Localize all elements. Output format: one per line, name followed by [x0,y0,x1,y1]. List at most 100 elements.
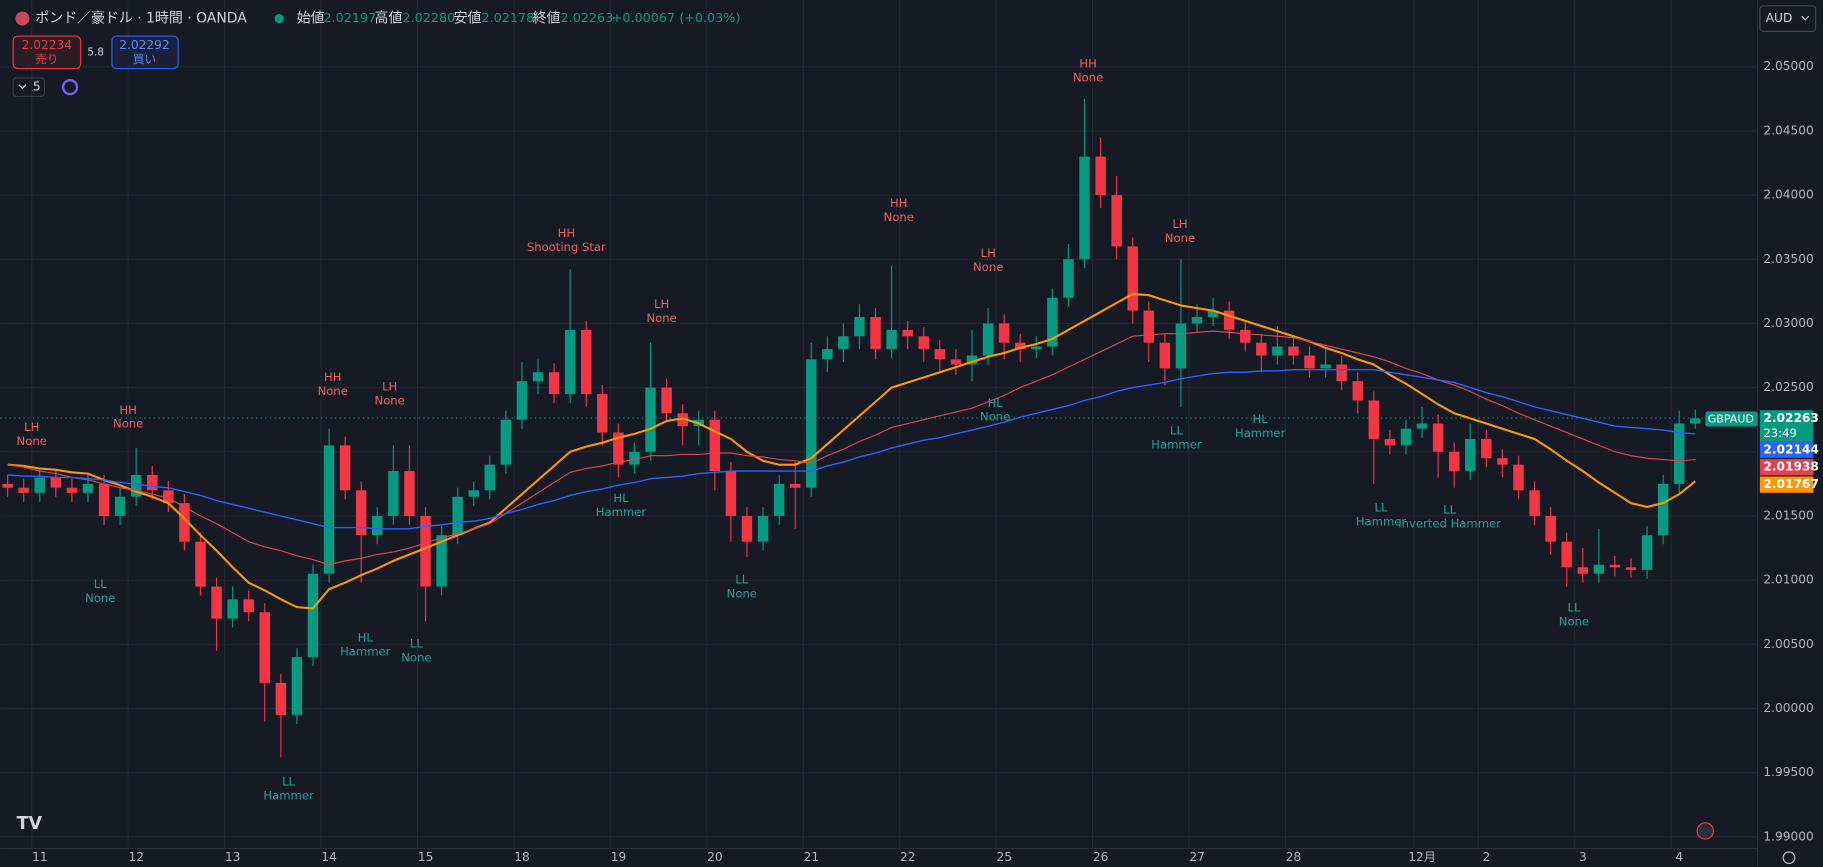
candle-body [1577,567,1589,574]
y-tick-label: 2.03000 [1763,316,1813,330]
candle-body [1175,323,1187,369]
pivot-pattern: None [884,210,914,224]
candle-body [1223,310,1235,330]
spread: 5.8 [87,46,104,58]
pivot-label: LL [1443,503,1456,517]
ohlc-value: 2.02178 [481,11,534,26]
candle-body [18,487,29,493]
pivot-label: HH [890,196,907,210]
sell-button[interactable] [12,35,82,70]
candle-body [1416,423,1428,429]
currency: AUD [1766,11,1793,25]
candle-body [98,483,110,516]
candle-body [50,477,62,488]
pivot-pattern: None [1559,614,1589,628]
flag-icon[interactable] [1696,822,1714,840]
candle-body [130,474,142,497]
settings-icon[interactable] [1782,851,1796,865]
change: +0.00067 (+0.03%) [612,11,741,26]
indicators-toggle[interactable] [12,77,46,98]
x-tick-label: 25 [996,850,1012,864]
candle-body [1641,535,1653,570]
candle-body [1690,418,1701,424]
symbol-tag [1705,411,1758,427]
chevron [18,84,27,90]
x-tick-label: 21 [804,850,820,864]
candle-body [211,586,222,619]
candle-body [1079,156,1090,260]
candle-body [1272,346,1283,356]
sell-label: 売り [35,52,58,66]
symbol-tag-text: GBPAUD [1708,413,1754,426]
candle-body [307,573,319,658]
candle-body [436,535,447,587]
currency-box[interactable] [1759,5,1817,32]
candle-body [1657,483,1669,536]
ma-line [7,368,1696,530]
pivot-label: LL [1567,600,1580,614]
candle-body [998,323,1010,343]
pivot-pattern: Hammer [263,789,314,803]
y-tick-label: 2.01500 [1763,508,1813,522]
candle-body [163,490,174,504]
candle-body [1031,346,1042,350]
symbol-title: ポンド／豪ドル · 1時間 · OANDA [35,11,247,27]
indicators-count: 5 [33,80,41,94]
candle-body [1432,423,1444,452]
candle-body [1561,541,1572,568]
candle-body [452,496,463,536]
candle-body [982,323,994,356]
ohlc-label: 高値 [375,10,403,27]
candle-body [1352,381,1363,401]
pivot-pattern: Hammer [596,505,647,519]
candle-body [1191,317,1203,324]
candle-body [2,483,13,488]
candle-body [227,599,238,619]
candle-body [372,515,383,536]
candle-body [1304,355,1315,369]
candle-body [597,394,608,433]
candle-body [1063,259,1074,298]
sell-price: 2.02234 [22,38,73,52]
pivot-label: HL [358,631,374,645]
pivot-label: HH [1079,56,1096,70]
candle-body [564,329,576,395]
candle-body [1240,329,1251,343]
candle-body [66,487,78,493]
candle-body [404,471,415,516]
candle-body [1047,297,1058,347]
footer-icons: TV [17,814,1796,865]
candle-body [966,355,978,365]
buy-button[interactable] [111,35,179,70]
tags: GBPAUD 2.02263 23:49 [1705,410,1819,442]
ohlc-label: 終値 [533,11,561,27]
candle-body [420,515,431,587]
y-tick-label: 1.99000 [1763,829,1813,843]
candle-body [902,329,913,337]
candle-body [516,381,528,420]
y-tick-label: 2.02500 [1763,380,1813,394]
indicator-icon[interactable] [61,79,79,96]
pivot-label: HH [119,403,136,417]
x-tick-label: 3 [1579,850,1587,864]
candle-body [757,515,769,542]
pivot-pattern: None [646,311,676,325]
price-tag-text: 2.02263 [1763,411,1819,425]
candle-body [1625,567,1637,570]
candle-body [806,359,817,488]
candle-body [1336,364,1347,382]
market-status[interactable] [274,13,284,24]
pivot-pattern: None [17,434,47,448]
candle-body [1481,438,1492,459]
ohlc-value: 2.02280 [402,11,455,26]
candle-body [1159,342,1171,369]
candle-body [613,432,624,465]
pivot-pattern: None [973,260,1003,274]
pivot-label: HH [324,370,341,384]
x-tick-label: 11 [32,850,48,864]
x-tick-label: 4 [1675,850,1683,864]
candle-body [147,474,158,491]
candle-body [339,445,351,491]
